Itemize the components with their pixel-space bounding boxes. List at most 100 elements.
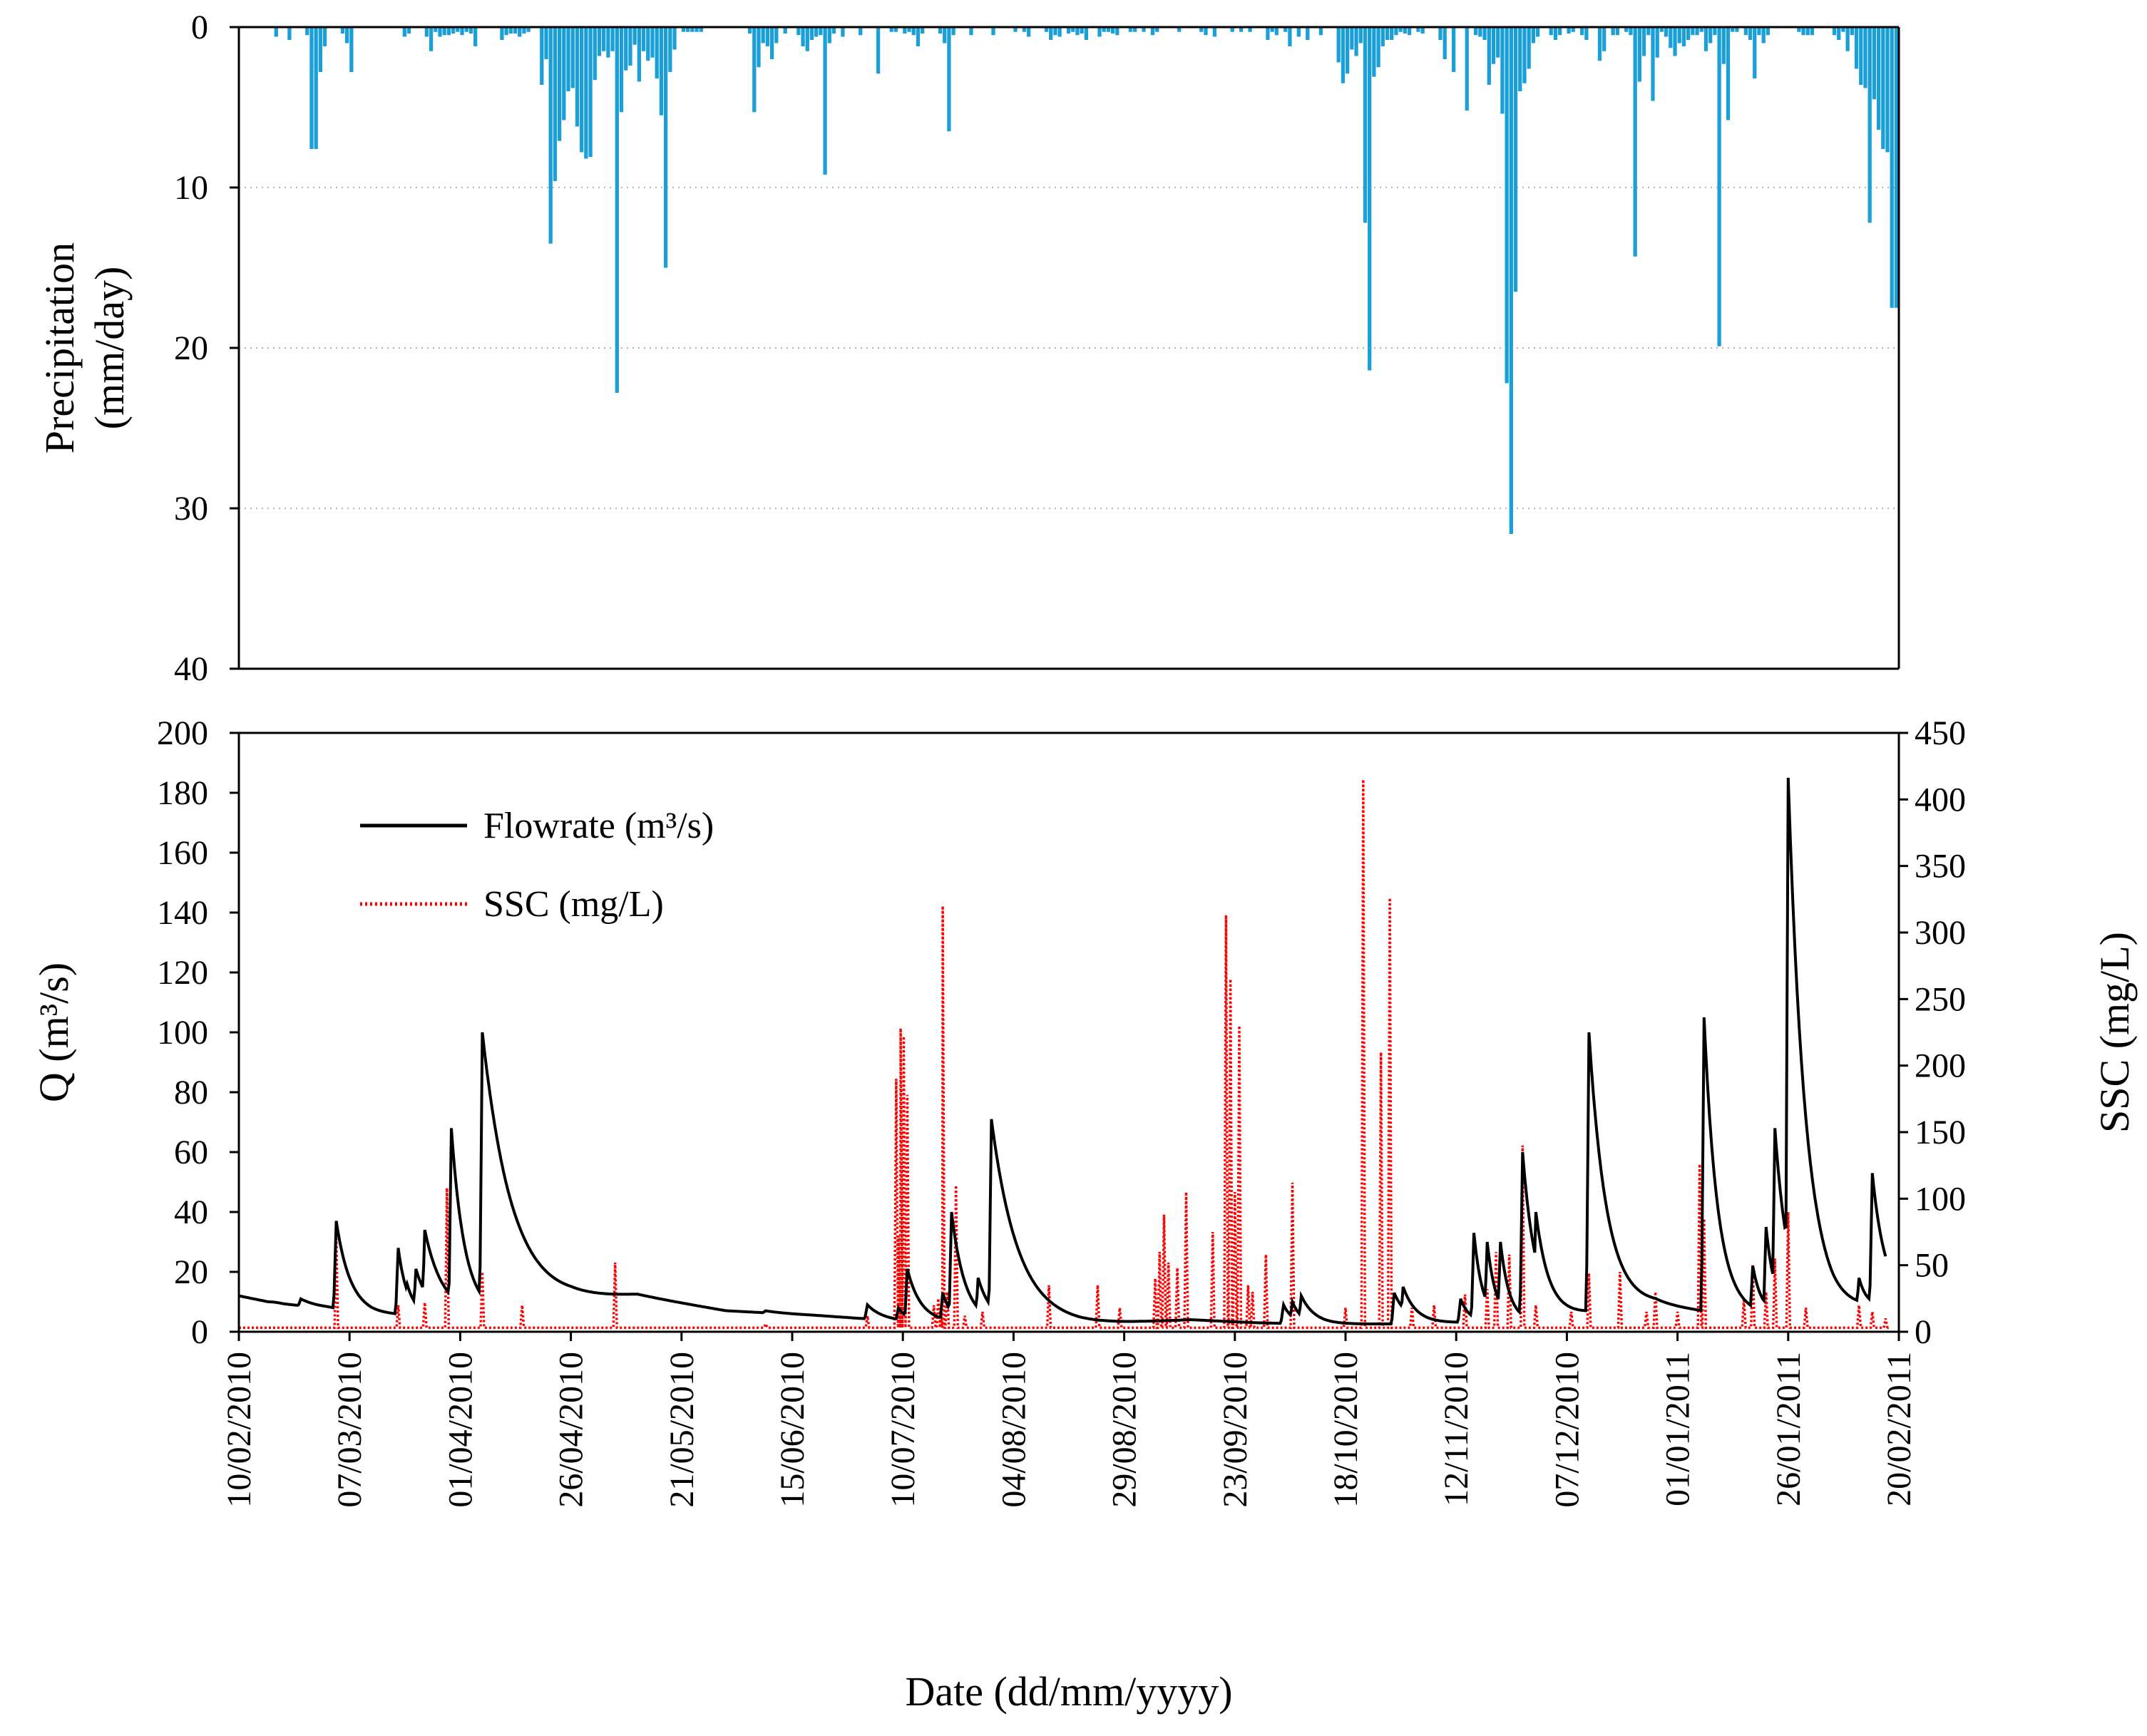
precip-bar [1841,27,1845,32]
precip-bar [1097,27,1102,37]
precip-bar [831,27,836,34]
precip-bar [424,27,429,37]
precip-bar [1487,27,1491,85]
precip-bar [1133,27,1137,32]
precip-bar [774,27,779,43]
precip-bar [632,27,637,45]
precip-bar [1890,27,1894,308]
precip-bar [1354,27,1358,56]
precip-bar [1049,27,1053,40]
ssc-ytick-label: 350 [1915,848,1966,885]
precip-ylabel-line2: (mm/day) [86,267,133,430]
precip-bar [1867,27,1872,223]
precip-bar [610,27,615,51]
precip-bar [1491,27,1496,64]
precip-bar [1655,27,1659,58]
precip-bar [695,27,699,32]
xtick-label: 12/11/2010 [1438,1352,1475,1506]
precip-grid [239,187,1899,509]
precip-bar [827,27,831,43]
precip-bar [456,27,460,32]
xtick-label: 21/05/2010 [663,1352,701,1508]
ssc-series [239,779,1890,1330]
precip-bar [1142,27,1146,32]
precip-bar [1230,27,1234,32]
precip-bar [819,27,823,36]
precip-bar [650,27,655,58]
flow-y-ticks-left: 0 20 40 60 80 100 120 140 160 180 200 [157,714,239,1351]
xtick-label: 15/06/2010 [774,1352,811,1508]
precip-bar [1885,27,1890,153]
precip-bar [761,27,765,43]
precip-bar [1691,27,1695,36]
precip-bar [1797,27,1801,32]
precip-bar [747,27,752,34]
precip-bar [1633,27,1637,257]
flow-axes [237,731,1900,1333]
precip-bar [446,27,451,36]
precip-bar [1810,27,1815,36]
precip-bar [508,27,513,34]
precip-bar [615,27,619,393]
precip-bar [1155,27,1159,32]
precip-ytick-label: 40 [174,650,208,688]
ssc-ytick-label: 450 [1915,714,1966,752]
precip-bar [504,27,508,36]
precip-bar [1597,27,1602,61]
ssc-ytick-label: 0 [1915,1313,1932,1351]
precip-bar [889,27,893,32]
precip-bar [1022,27,1027,32]
precip-bar [1557,27,1562,36]
precip-bar [1845,27,1850,51]
x-axis-title: Date (dd/mm/yyyy) [905,1668,1232,1715]
precip-bar [1766,27,1771,36]
precip-bar [1274,27,1279,36]
precip-bar [1549,27,1553,36]
precip-bar [893,27,898,32]
precip-bar [943,27,947,43]
precip-bar [451,27,456,34]
ssc-ytick-label: 200 [1915,1047,1966,1085]
precip-bar [859,27,863,36]
precip-bar [402,27,406,37]
precip-bar [1420,27,1425,34]
ssc-line [239,779,1890,1330]
precip-ytick-label: 0 [191,9,208,46]
precip-bar [1482,27,1487,40]
precip-bar [1611,27,1615,36]
precip-bar [570,27,575,88]
precip-bar [1805,27,1810,36]
precip-bar [1318,27,1323,36]
precip-bar [1641,27,1646,56]
precip-bar [655,27,659,78]
precip-bar [1854,27,1859,69]
precip-bar [1239,27,1244,32]
precip-bar [903,27,907,34]
precip-bar [801,27,805,46]
precip-bar [1270,27,1274,32]
xtick-label: 10/02/2010 [220,1352,258,1508]
precip-bar [1044,27,1049,32]
precip-bar [1057,27,1062,37]
precip-bar [1580,27,1584,36]
precip-bar [1567,27,1571,34]
precip-bar [911,27,916,36]
flow-ytick-label: 180 [157,774,208,812]
precip-bar [628,27,632,66]
precip-bar [907,27,911,32]
precip-bar [1863,27,1867,88]
precip-bar [1726,27,1731,120]
precip-bar [757,27,761,68]
precip-bar [1199,27,1204,32]
precip-bar [1110,27,1115,34]
precip-bar [468,27,473,34]
ssc-ytick-label: 250 [1915,980,1966,1018]
precip-bar [699,27,703,32]
precip-y-ticks: 0 10 20 30 40 [174,9,239,688]
precip-bar [1602,27,1607,51]
precip-bar [1084,27,1089,40]
precip-bar [1394,27,1398,36]
precip-bar [513,27,518,34]
flow-ylabel: Q (m³/s) [31,962,77,1102]
precip-bar [1336,27,1341,63]
